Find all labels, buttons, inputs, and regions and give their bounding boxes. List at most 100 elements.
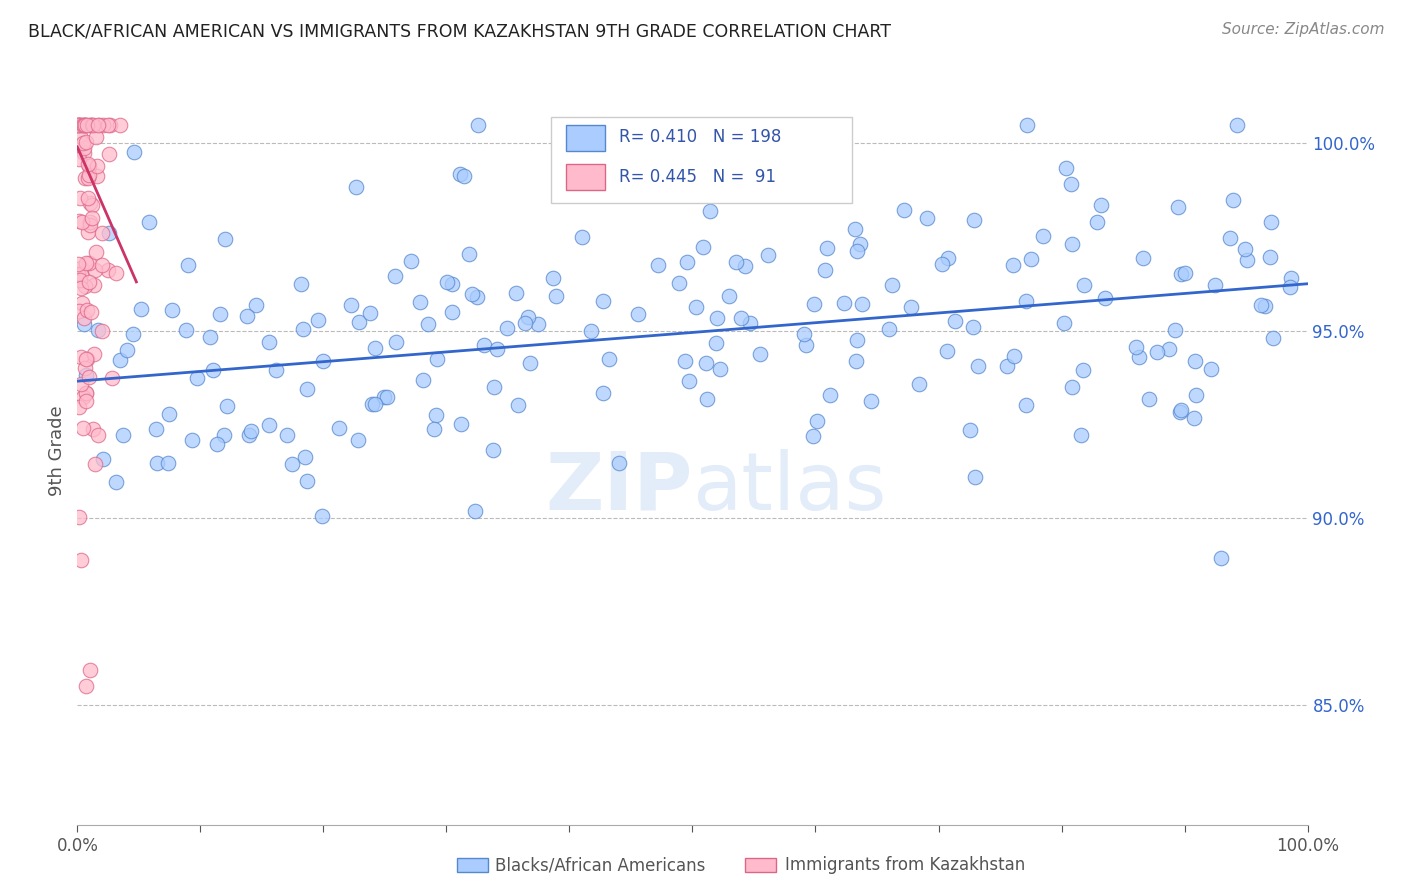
- Point: [82, 118, 104, 132]
- Point: [818, 388, 841, 402]
- Point: [1236, 252, 1258, 267]
- Point: [1170, 267, 1192, 281]
- Point: [959, 423, 981, 437]
- Point: [1185, 388, 1208, 402]
- Point: [1254, 299, 1277, 313]
- Point: [87, 118, 110, 132]
- Point: [692, 239, 714, 253]
- Point: [844, 222, 866, 236]
- Point: [1219, 231, 1241, 245]
- Point: [79, 159, 101, 173]
- Point: [673, 353, 696, 368]
- Point: [76, 118, 98, 132]
- Point: [519, 356, 541, 370]
- Point: [1167, 200, 1189, 214]
- Point: [91, 259, 114, 273]
- Point: [79, 168, 101, 182]
- Text: BLACK/AFRICAN AMERICAN VS IMMIGRANTS FROM KAZAKHSTAN 9TH GRADE CORRELATION CHART: BLACK/AFRICAN AMERICAN VS IMMIGRANTS FRO…: [28, 22, 891, 40]
- Point: [73, 311, 96, 326]
- Point: [794, 338, 817, 352]
- Point: [67, 510, 90, 524]
- Point: [1278, 280, 1301, 294]
- Point: [893, 203, 915, 218]
- Point: [245, 298, 267, 312]
- Point: [1090, 197, 1112, 211]
- Point: [87, 323, 110, 337]
- Point: [86, 169, 108, 184]
- Point: [453, 169, 475, 183]
- Point: [436, 275, 458, 289]
- Point: [882, 277, 904, 292]
- Point: [129, 302, 152, 317]
- Point: [467, 118, 489, 132]
- Point: [312, 353, 335, 368]
- Point: [201, 362, 224, 376]
- Point: [1201, 361, 1223, 376]
- Point: [79, 256, 101, 270]
- Point: [124, 145, 146, 160]
- Point: [73, 141, 96, 155]
- Point: [801, 429, 824, 443]
- Point: [1070, 427, 1092, 442]
- Point: [734, 259, 756, 273]
- Point: [517, 310, 540, 325]
- Point: [441, 305, 464, 319]
- Point: [845, 333, 868, 347]
- Point: [93, 118, 115, 132]
- Point: [1128, 351, 1150, 365]
- Point: [77, 369, 100, 384]
- Point: [938, 251, 960, 265]
- Point: [117, 343, 139, 358]
- Point: [450, 417, 472, 431]
- Point: [82, 211, 104, 225]
- Point: [412, 373, 434, 387]
- Point: [1204, 277, 1226, 292]
- Point: [725, 255, 748, 269]
- Point: [1054, 161, 1077, 176]
- Point: [1174, 266, 1197, 280]
- Point: [67, 118, 90, 132]
- Point: [346, 433, 368, 447]
- Point: [84, 244, 107, 259]
- Point: [738, 316, 761, 330]
- Point: [1002, 349, 1025, 363]
- Point: [69, 118, 91, 132]
- Point: [73, 171, 96, 186]
- Point: [815, 241, 838, 255]
- Point: [79, 195, 101, 210]
- Point: [69, 273, 91, 287]
- Point: [238, 427, 260, 442]
- Point: [214, 232, 236, 246]
- Point: [1015, 398, 1038, 412]
- Point: [295, 474, 318, 488]
- Point: [457, 247, 479, 261]
- Point: [1157, 343, 1180, 357]
- Point: [79, 276, 101, 290]
- Point: [75, 680, 97, 694]
- Point: [917, 211, 939, 226]
- Point: [1053, 316, 1076, 330]
- Point: [145, 422, 167, 436]
- Point: [936, 344, 959, 359]
- Point: [1139, 392, 1161, 406]
- Point: [361, 397, 384, 411]
- Point: [461, 286, 484, 301]
- FancyBboxPatch shape: [551, 117, 852, 203]
- Point: [423, 422, 446, 436]
- Point: [101, 371, 124, 385]
- Point: [1146, 344, 1168, 359]
- Point: [1281, 271, 1303, 285]
- Point: [76, 157, 98, 171]
- Point: [711, 167, 734, 181]
- Point: [77, 191, 100, 205]
- Point: [1168, 405, 1191, 419]
- Point: [467, 290, 489, 304]
- Point: [963, 470, 986, 484]
- Point: [72, 421, 94, 435]
- Point: [75, 385, 97, 400]
- Point: [900, 300, 922, 314]
- Point: [80, 118, 103, 132]
- Point: [138, 215, 160, 229]
- Point: [851, 296, 873, 310]
- Text: R= 0.410   N = 198: R= 0.410 N = 198: [619, 128, 780, 146]
